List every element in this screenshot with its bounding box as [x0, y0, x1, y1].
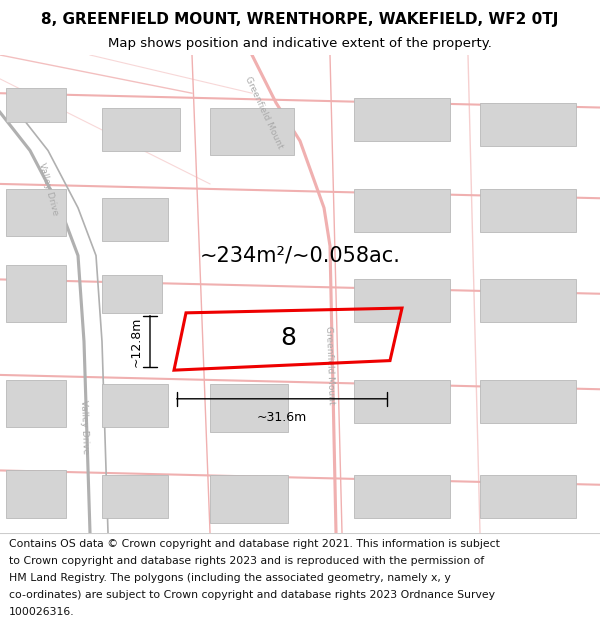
Text: HM Land Registry. The polygons (including the associated geometry, namely x, y: HM Land Registry. The polygons (includin…: [9, 573, 451, 583]
Bar: [102, 107, 180, 151]
Bar: [480, 189, 576, 232]
Bar: [6, 189, 66, 236]
Text: ~31.6m: ~31.6m: [257, 411, 307, 424]
Bar: [210, 475, 288, 523]
Bar: [480, 380, 576, 423]
Text: ~234m²/~0.058ac.: ~234m²/~0.058ac.: [200, 246, 400, 266]
Bar: [6, 380, 66, 428]
Text: Map shows position and indicative extent of the property.: Map shows position and indicative extent…: [108, 38, 492, 51]
Text: ~12.8m: ~12.8m: [130, 316, 143, 367]
Bar: [6, 265, 66, 322]
Text: co-ordinates) are subject to Crown copyright and database rights 2023 Ordnance S: co-ordinates) are subject to Crown copyr…: [9, 590, 495, 600]
Text: Contains OS data © Crown copyright and database right 2021. This information is : Contains OS data © Crown copyright and d…: [9, 539, 500, 549]
Bar: [354, 475, 450, 518]
Bar: [210, 107, 294, 155]
Bar: [480, 475, 576, 518]
Text: Greenfield Mount: Greenfield Mount: [244, 75, 284, 150]
Text: Valley Drive: Valley Drive: [37, 161, 59, 216]
Bar: [210, 384, 288, 432]
Bar: [6, 88, 66, 122]
Bar: [102, 274, 162, 313]
Text: 100026316.: 100026316.: [9, 608, 74, 618]
Text: Valley Drive: Valley Drive: [79, 400, 89, 455]
Bar: [480, 102, 576, 146]
Bar: [354, 189, 450, 232]
Bar: [102, 198, 168, 241]
Bar: [354, 279, 450, 322]
Bar: [6, 471, 66, 518]
Bar: [480, 279, 576, 322]
Text: to Crown copyright and database rights 2023 and is reproduced with the permissio: to Crown copyright and database rights 2…: [9, 556, 484, 566]
Text: 8, GREENFIELD MOUNT, WRENTHORPE, WAKEFIELD, WF2 0TJ: 8, GREENFIELD MOUNT, WRENTHORPE, WAKEFIE…: [41, 12, 559, 27]
Text: Greenfield Mount: Greenfield Mount: [324, 326, 336, 405]
Bar: [102, 475, 168, 518]
Bar: [354, 380, 450, 423]
Bar: [102, 384, 168, 428]
Text: 8: 8: [280, 326, 296, 350]
Bar: [354, 98, 450, 141]
